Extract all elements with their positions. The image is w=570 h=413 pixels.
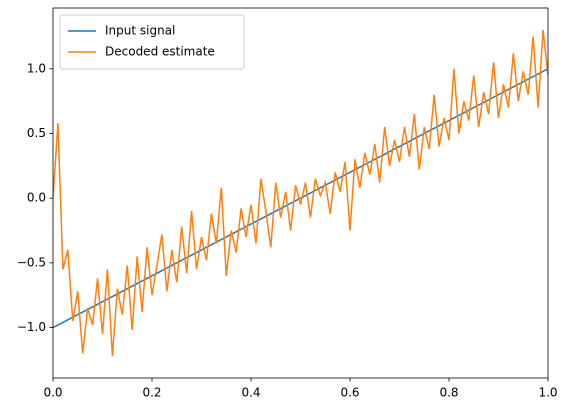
y-tick-label: 0.0 xyxy=(27,191,46,205)
x-tick-label: 0.8 xyxy=(439,386,458,400)
legend-label: Decoded estimate xyxy=(105,45,215,59)
y-tick-label: −0.5 xyxy=(17,255,46,269)
y-tick-label: 1.0 xyxy=(27,61,46,75)
y-tick-label: 0.5 xyxy=(27,126,46,140)
x-tick-label: 0.0 xyxy=(43,386,62,400)
x-tick-label: 0.2 xyxy=(142,386,161,400)
series-line xyxy=(53,29,548,357)
legend-label: Input signal xyxy=(105,24,175,38)
series-line xyxy=(53,68,548,329)
x-tick-label: 1.0 xyxy=(538,386,557,400)
x-tick-label: 0.6 xyxy=(340,386,359,400)
legend-box xyxy=(59,14,245,70)
plot-frame xyxy=(52,7,549,379)
y-tick-label: −1.0 xyxy=(17,320,46,334)
x-tick-label: 0.4 xyxy=(241,386,260,400)
